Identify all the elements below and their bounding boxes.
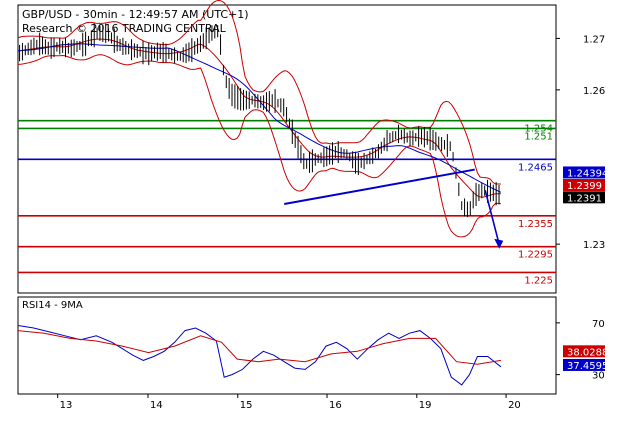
price-panel-frame (17, 4, 557, 294)
rsi-box-0 (563, 345, 605, 358)
level-label-2: 1.2465 (518, 162, 553, 173)
price-y-tick-label-1: 1.26 (583, 86, 605, 97)
level-label-5: 1.225 (524, 275, 553, 286)
price-series (19, 23, 500, 218)
price-box-label-1: 1.2399 (567, 181, 602, 192)
price-y-axis: 1.27 1.26 1.23 (556, 34, 605, 251)
rsi-y-tick-label-1: 30 (592, 371, 605, 382)
rsi-value-boxes: 38.0288 37.4595 (563, 345, 608, 372)
moving-average-line (17, 43, 502, 193)
rsi-panel-title: RSI14 - 9MA (22, 300, 83, 311)
chart-header-title: GBP/USD - 30min - 12:49:57 AM (UTC+1) (22, 8, 249, 21)
x-tick-label-4: 19 (419, 400, 432, 411)
level-label-3: 1.2355 (518, 219, 553, 230)
x-tick-label-5: 20 (508, 400, 521, 411)
price-box-label-0: 1.24394 (567, 168, 608, 179)
price-box-1 (563, 179, 605, 191)
x-tick-label-2: 15 (240, 400, 253, 411)
bollinger-bands (17, 0, 502, 238)
chart-header-copyright: Research © 2016 TRADING CENTRAL (22, 22, 227, 35)
support-trendline (284, 168, 475, 206)
price-overlay (284, 168, 504, 249)
level-label-1: 1.251 (524, 131, 553, 142)
rsi-y-axis: 70 30 (556, 319, 605, 382)
forecast-arrow-shaft (484, 189, 500, 241)
rsi-box-label-0: 38.0288 (567, 347, 608, 358)
x-tick-label-1: 14 (150, 400, 163, 411)
x-axis: 13 14 15 16 19 20 (57, 394, 521, 411)
x-tick-label-0: 13 (60, 400, 73, 411)
x-tick-label-3: 16 (329, 400, 342, 411)
bollinger-upper-band (17, 0, 501, 185)
forecast-arrow-head (494, 238, 504, 249)
level-label-4: 1.2295 (518, 250, 553, 261)
rsi-line (17, 325, 502, 386)
bollinger-lower-band (17, 54, 501, 238)
rsi-y-tick-label-0: 70 (592, 319, 605, 330)
price-box-0 (563, 166, 605, 179)
rsi-panel-frame (17, 296, 557, 395)
price-box-2 (563, 191, 605, 204)
rsi-series (17, 325, 502, 386)
price-y-tick-label-0: 1.27 (583, 34, 605, 45)
rsi-box-1 (563, 358, 605, 371)
price-y-tick-label-2: 1.23 (583, 240, 605, 251)
price-box-label-2: 1.2391 (567, 193, 602, 204)
rsi-ma-line (17, 330, 501, 365)
rsi-box-label-1: 37.4595 (567, 361, 608, 372)
